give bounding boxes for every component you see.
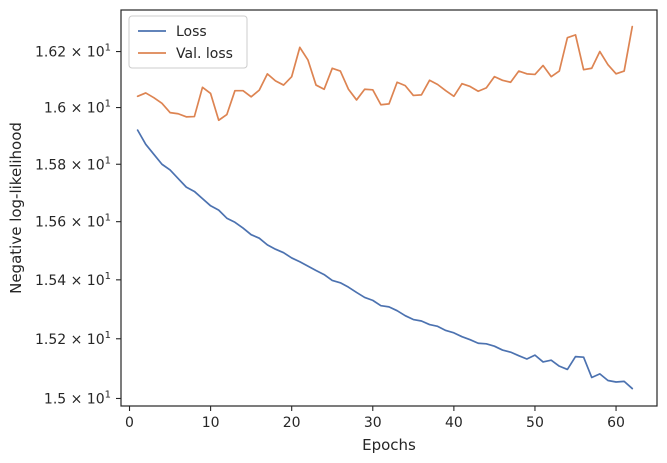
x-axis: 0 10 20 30 40 50 60 — [125, 406, 625, 431]
y-tick-label: 1.56 × 101 — [35, 213, 111, 231]
legend-label-loss: Loss — [176, 24, 207, 40]
series-layer — [136, 25, 634, 390]
x-axis-label: Epochs — [362, 436, 416, 454]
y-tick-label: 1.5 × 101 — [44, 389, 111, 407]
legend: Loss Val. loss — [128, 15, 248, 69]
x-tick-label: 40 — [445, 415, 463, 431]
y-tick-label: 1.54 × 101 — [35, 271, 111, 289]
x-tick-label: 30 — [364, 415, 382, 431]
plot-frame — [120, 9, 658, 407]
series-line-loss — [136, 129, 634, 390]
y-tick-label: 1.6 × 101 — [44, 99, 111, 117]
y-tick-label: 1.52 × 101 — [35, 330, 111, 348]
legend-label-val-loss: Val. loss — [176, 46, 233, 62]
x-tick-label: 0 — [125, 415, 134, 431]
legend-box — [128, 15, 248, 69]
x-tick-label: 10 — [202, 415, 220, 431]
x-tick-label: 50 — [526, 415, 544, 431]
x-tick-label: 60 — [607, 415, 625, 431]
series-line-val-loss — [136, 25, 634, 122]
y-axis: 1.5 × 101 1.52 × 101 1.54 × 101 1.56 × 101 1… — [35, 43, 121, 407]
x-tick-label: 20 — [283, 415, 301, 431]
y-tick-label: 1.62 × 101 — [35, 43, 111, 61]
y-axis-label: Negative log-likelihood — [7, 122, 25, 294]
y-tick-label: 1.58 × 101 — [35, 155, 111, 173]
